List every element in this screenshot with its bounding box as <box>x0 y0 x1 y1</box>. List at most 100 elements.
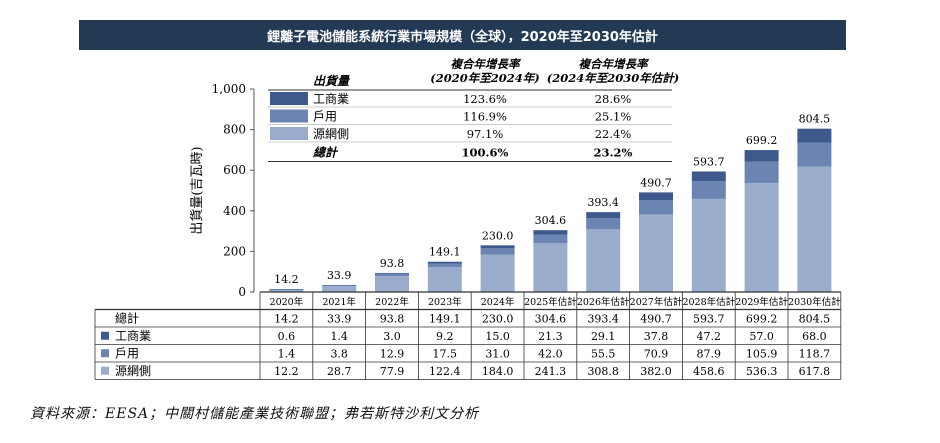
table-cell: 57.0 <box>749 330 774 343</box>
bar-segment <box>480 248 515 255</box>
table-cell: 28.7 <box>327 365 352 378</box>
table-cell: 536.3 <box>746 365 778 378</box>
cagr-total-value: 23.2% <box>594 146 633 160</box>
table-cell: 9.2 <box>436 330 454 343</box>
table-row-label: 源網側 <box>115 364 151 378</box>
legend-total-label: 總計 <box>313 146 339 160</box>
legend-label: 工商業 <box>313 91 349 106</box>
cagr-value: 25.1% <box>595 110 632 124</box>
bar-segment <box>269 289 304 292</box>
table-cell: 230.0 <box>482 312 514 325</box>
table-cell: 12.9 <box>380 347 405 360</box>
bar-segment <box>322 285 357 286</box>
bar-total-label: 14.2 <box>274 273 299 286</box>
table-cell: 184.0 <box>482 365 514 378</box>
x-tick-label: 2025年估計 <box>524 296 577 308</box>
bar-segment <box>691 198 726 292</box>
x-tick-label: 2026年估計 <box>577 296 630 308</box>
bar-segment <box>586 212 621 219</box>
table-cell: 393.4 <box>587 312 619 325</box>
bar-total-label: 149.1 <box>429 246 461 259</box>
cagr-total-value: 100.6% <box>462 146 509 160</box>
bar-total-label: 93.8 <box>380 257 405 270</box>
table-cell: 29.1 <box>591 330 616 343</box>
table-legend-swatch <box>101 331 109 340</box>
legend-label: 戶用 <box>313 110 337 124</box>
cagr-header-2a: 複合年增長率 <box>579 57 650 71</box>
bar-segment <box>269 289 304 290</box>
x-tick-label: 2027年估計 <box>630 296 683 308</box>
x-tick-label: 2022年 <box>375 296 409 308</box>
y-tick-label: 0 <box>238 285 246 299</box>
x-tick-label: 2030年估計 <box>788 296 841 308</box>
x-tick-label: 2020年 <box>270 296 304 308</box>
bar-segment <box>744 161 779 184</box>
table-cell: 33.9 <box>327 312 352 325</box>
table-cell: 593.7 <box>693 312 725 325</box>
table-cell: 17.5 <box>433 347 458 360</box>
table-cell: 490.7 <box>640 312 672 325</box>
bar-total-label: 230.0 <box>482 229 514 242</box>
y-tick-label: 400 <box>223 204 246 218</box>
bar-segment <box>533 234 568 244</box>
bar-total-label: 699.2 <box>746 134 778 147</box>
cagr-value: 116.9% <box>463 110 507 124</box>
table-cell: 77.9 <box>380 365 405 378</box>
table-cell: 68.0 <box>802 330 827 343</box>
bar-segment <box>427 263 462 268</box>
table-cell: 87.9 <box>697 347 722 360</box>
cagr-header-2b: (2024年至2030年估計) <box>547 71 679 85</box>
legend-swatch <box>270 109 308 123</box>
y-tick-label: 800 <box>223 123 246 137</box>
cagr-value: 28.6% <box>595 92 632 106</box>
chart-title: 鋰離子電池儲能系統行業市場規模（全球），2020年至2030年估計 <box>79 20 846 50</box>
table-cell: 308.8 <box>587 365 619 378</box>
bar-segment <box>586 229 621 292</box>
table-legend-swatch <box>101 349 109 358</box>
bar-segment <box>480 254 515 292</box>
table-cell: 15.0 <box>485 330 510 343</box>
table-cell: 458.6 <box>693 365 725 378</box>
table-cell: 47.2 <box>697 330 722 343</box>
bar-segment <box>639 192 673 201</box>
bar-segment <box>797 142 832 167</box>
bar-segment <box>427 261 462 264</box>
cagr-header-1a: 複合年增長率 <box>451 57 522 71</box>
table-row-label: 戶用 <box>115 346 139 360</box>
table-cell: 149.1 <box>429 312 461 325</box>
table-cell: 122.4 <box>429 365 461 378</box>
table-cell: 93.8 <box>380 312 405 325</box>
table-cell: 804.5 <box>799 312 831 325</box>
source-note: 資料來源：EESA；中關村儲能產業技術聯盟；弗若斯特沙利文分析 <box>30 406 480 422</box>
bar-segment <box>533 243 568 292</box>
legend-label: 源網側 <box>313 127 349 141</box>
legend-header-label: 出貨量 <box>313 74 351 88</box>
bar-segment <box>797 166 832 292</box>
table-cell: 304.6 <box>535 312 567 325</box>
table-legend-swatch <box>101 366 109 375</box>
bar-segment <box>533 230 568 235</box>
bar-total-label: 304.6 <box>535 214 567 227</box>
table-cell: 42.0 <box>538 347 563 360</box>
table-cell: 31.0 <box>485 347 510 360</box>
table-cell: 0.6 <box>278 330 296 343</box>
y-axis-label: 出貨量(吉瓦時) <box>189 146 205 234</box>
bar-total-label: 33.9 <box>327 269 352 282</box>
table-cell: 105.9 <box>746 347 778 360</box>
table-cell: 1.4 <box>278 347 296 360</box>
bar-segment <box>480 245 515 249</box>
table-cell: 699.2 <box>746 312 778 325</box>
table-cell: 3.8 <box>330 347 348 360</box>
bar-segment <box>691 181 726 199</box>
table-cell: 12.2 <box>274 365 299 378</box>
bar-total-label: 804.5 <box>799 113 831 126</box>
bar-segment <box>744 183 779 292</box>
table-cell: 382.0 <box>640 365 672 378</box>
bar-segment <box>586 218 621 230</box>
bar-segment <box>744 150 779 162</box>
cagr-value: 22.4% <box>595 127 632 141</box>
table-cell: 118.7 <box>799 347 831 360</box>
cagr-header-1b: (2020年至2024年) <box>430 71 539 85</box>
x-tick-label: 2023年 <box>428 296 462 308</box>
